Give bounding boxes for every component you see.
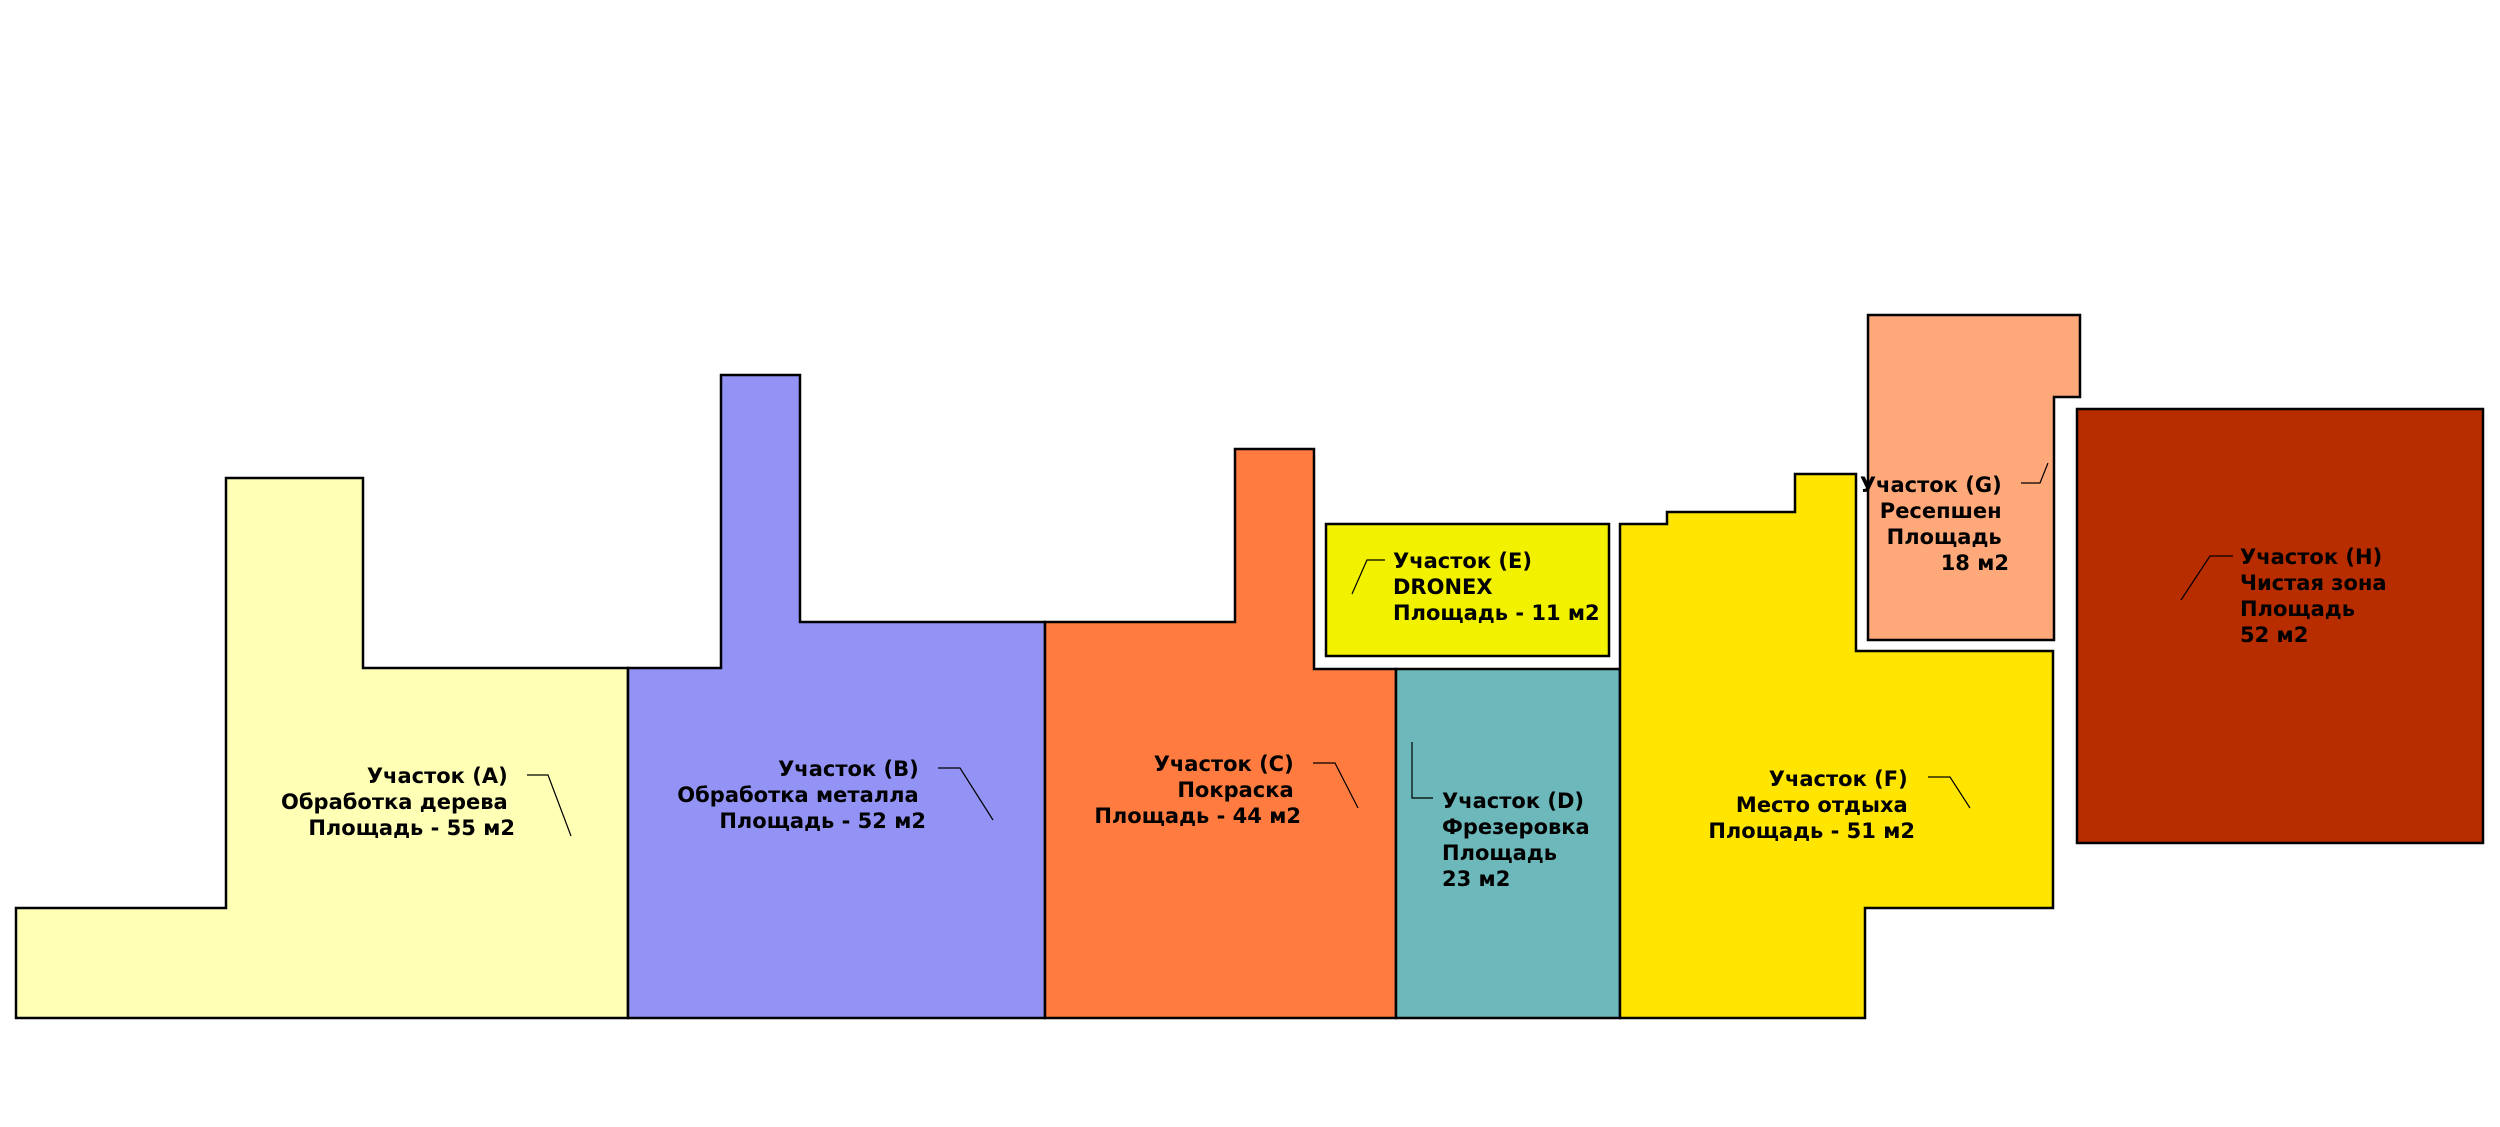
- zone-e-size: Площадь - 11 м2: [1393, 601, 1600, 625]
- leader-line-d: [1411, 742, 1433, 799]
- zone-h-area[interactable]: [2075, 407, 2485, 845]
- zone-g-size: 18 м2: [1941, 551, 2009, 575]
- zone-d-size-label: Площадь: [1442, 841, 1557, 865]
- zone-d-label: Участок (D) Фрезеровка Площадь 23 м2: [1442, 789, 1597, 891]
- zone-c-area[interactable]: [1043, 447, 1398, 1020]
- zone-h-label: Участок (H) Чистая зона Площадь 52 м2: [2240, 545, 2394, 647]
- zone-a-purpose: Обработка дерева: [281, 790, 508, 814]
- zone-d-title: Участок (D): [1442, 789, 1584, 813]
- zone-h-purpose: Чистая зона: [2240, 571, 2387, 595]
- zone-shapes: [14, 313, 2485, 1020]
- zone-h-size-label: Площадь: [2240, 597, 2355, 621]
- zone-h-size: 52 м2: [2240, 623, 2308, 647]
- zone-g-purpose: Ресепшен: [1880, 499, 2002, 523]
- zone-d-purpose: Фрезеровка: [1442, 815, 1590, 839]
- zone-e-area[interactable]: [1324, 522, 1611, 658]
- zone-f-area[interactable]: [1618, 472, 2055, 1020]
- zone-b-purpose: Обработка металла: [677, 783, 918, 807]
- zone-a-size: Площадь - 55 м2: [308, 816, 515, 840]
- zone-b-label: Участок (B) Обработка металла Площадь - …: [677, 757, 926, 833]
- zone-b-area[interactable]: [626, 373, 1047, 1020]
- leader-line-a: [527, 774, 572, 837]
- zone-f-purpose: Место отдыха: [1736, 793, 1908, 817]
- zone-f-size: Площадь - 51 м2: [1708, 819, 1915, 843]
- zone-a-title: Участок (A): [367, 764, 508, 788]
- leader-line-c: [1313, 762, 1359, 809]
- zone-c-title: Участок (C): [1154, 752, 1294, 776]
- leader-line-h: [2180, 555, 2233, 601]
- zone-f-title: Участок (F): [1769, 767, 1908, 791]
- zone-a-area[interactable]: [14, 476, 630, 1020]
- leader-line-g: [2021, 462, 2049, 484]
- zone-e-purpose: DRONEX: [1393, 575, 1493, 599]
- zone-c-purpose: Покраска: [1177, 778, 1293, 802]
- leader-line-b: [938, 767, 994, 821]
- zone-d-size: 23 м2: [1442, 867, 1510, 891]
- leader-line-e: [1351, 559, 1385, 595]
- zone-e-label: Участок (E) DRONEX Площадь - 11 м2: [1393, 549, 1600, 625]
- zone-e-title: Участок (E): [1393, 549, 1532, 573]
- zone-b-title: Участок (B): [778, 757, 919, 781]
- zone-labels: Участок (A) Обработка дерева Площадь - 5…: [281, 473, 2394, 891]
- zone-b-size: Площадь - 52 м2: [719, 809, 926, 833]
- zone-h-title: Участок (H): [2240, 545, 2382, 569]
- zone-c-size: Площадь - 44 м2: [1094, 804, 1301, 828]
- zone-c-label: Участок (C) Покраска Площадь - 44 м2: [1094, 752, 1301, 828]
- leader-line-f: [1928, 776, 1971, 809]
- zone-g-label: Участок (G) Ресепшен Площадь 18 м2: [1860, 473, 2009, 575]
- zone-g-area[interactable]: [1866, 313, 2082, 642]
- zone-f-label: Участок (F) Место отдыха Площадь - 51 м2: [1708, 767, 1915, 843]
- leader-lines: [527, 462, 2233, 837]
- zone-g-size-label: Площадь: [1887, 525, 2002, 549]
- zone-g-title: Участок (G): [1860, 473, 2002, 497]
- zone-a-label: Участок (A) Обработка дерева Площадь - 5…: [281, 764, 515, 840]
